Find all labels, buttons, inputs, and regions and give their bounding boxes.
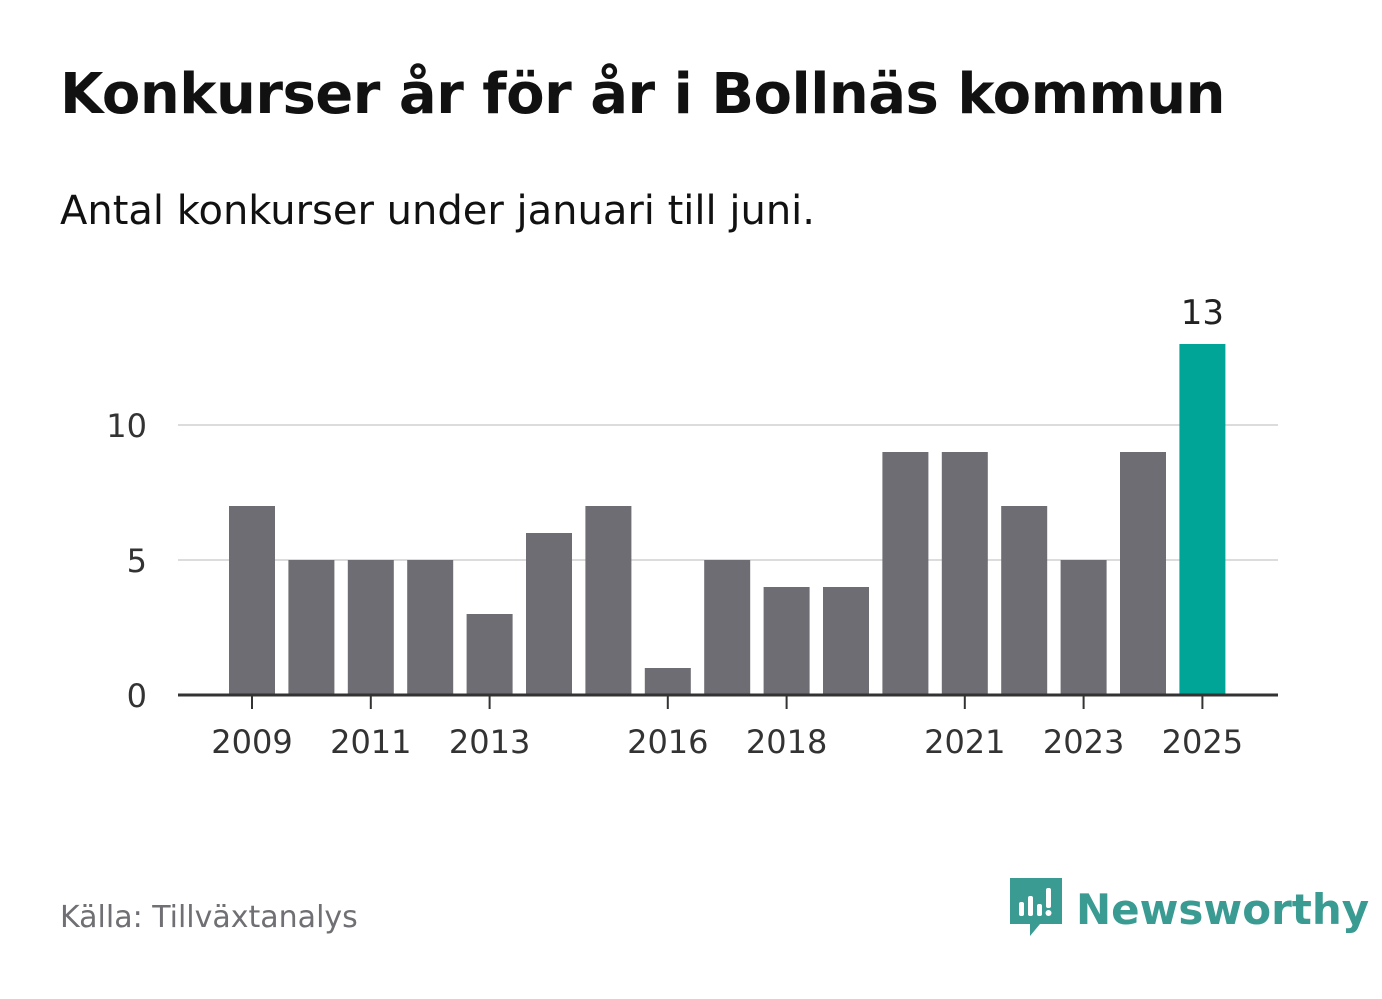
bar-2010 xyxy=(288,560,335,695)
bars xyxy=(229,344,1226,695)
bar-2014 xyxy=(526,533,572,695)
source-note: Källa: Tillväxtanalys xyxy=(60,900,358,935)
newsworthy-logo-icon xyxy=(1010,878,1062,936)
x-tick-label-2025: 2025 xyxy=(1162,723,1243,761)
x-tick-label-2011: 2011 xyxy=(330,723,411,761)
x-tick-label-2009: 2009 xyxy=(211,723,292,761)
x-axis xyxy=(178,693,1278,709)
y-tick-label-10: 10 xyxy=(106,407,147,445)
chart-subtitle: Antal konkurser under januari till juni. xyxy=(60,188,815,234)
x-tick-label-2016: 2016 xyxy=(627,723,708,761)
bar-2018 xyxy=(763,587,810,695)
bar-2025 xyxy=(1179,344,1226,695)
x-tick-label-2013: 2013 xyxy=(449,723,530,761)
bar-2022 xyxy=(1001,506,1048,695)
x-tick-label-2021: 2021 xyxy=(924,723,1005,761)
brand-name: Newsworthy xyxy=(1076,884,1370,934)
bar-2019 xyxy=(823,587,869,695)
x-tick-label-2018: 2018 xyxy=(746,723,827,761)
bar-2009 xyxy=(229,506,275,695)
bar-2024 xyxy=(1120,452,1166,695)
bar-2013 xyxy=(466,614,513,695)
bar-2015 xyxy=(585,506,632,695)
y-tick-label-0: 0 xyxy=(127,677,147,715)
data-label-2025: 13 xyxy=(1181,293,1224,333)
brand-logo[interactable]: Newsworthy xyxy=(1010,878,1369,940)
chart-title: Konkurser år för år i Bollnäs kommun xyxy=(60,62,1226,127)
bar-2020 xyxy=(882,452,929,695)
bar-2011 xyxy=(347,560,394,695)
y-tick-label-5: 5 xyxy=(127,542,147,580)
bar-2021 xyxy=(941,452,988,695)
bar-2023 xyxy=(1060,560,1107,695)
labels: 0 5 10 2009 2011 2013 2016 2018 2021 2023 2025 13 xyxy=(106,293,1243,761)
bar-2012 xyxy=(407,560,454,695)
grid-lines xyxy=(178,424,1278,561)
bar-2017 xyxy=(704,560,751,695)
x-tick-label-2023: 2023 xyxy=(1043,723,1124,761)
bar-2016 xyxy=(644,668,691,695)
